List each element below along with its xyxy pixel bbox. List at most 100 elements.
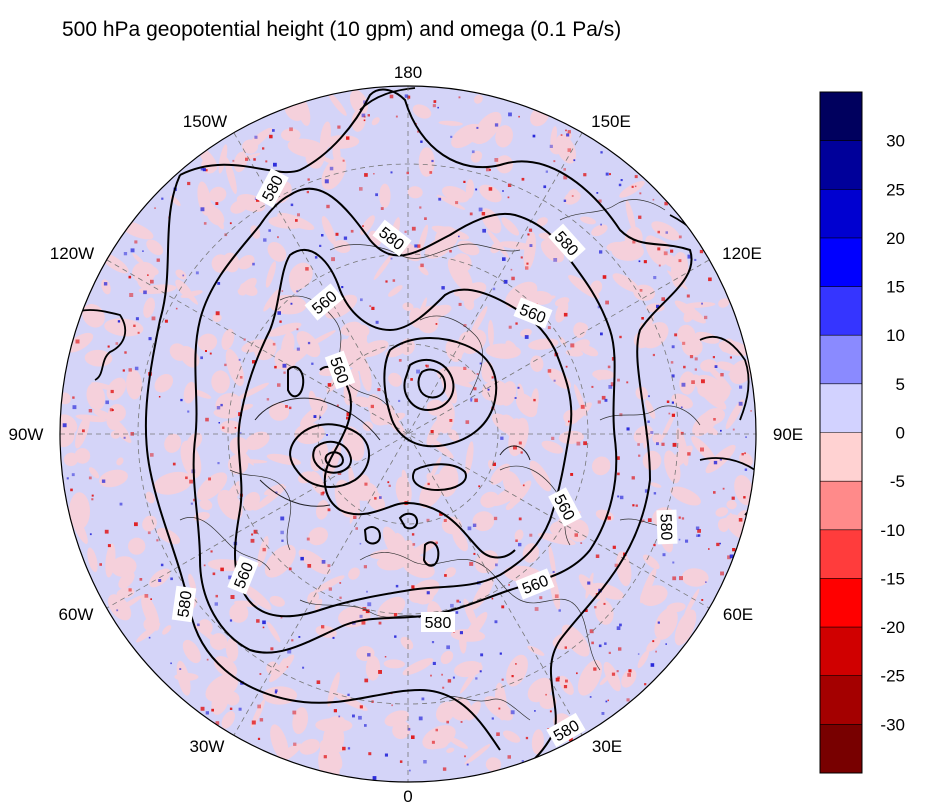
- omega-speckle: [327, 564, 331, 568]
- pink-patch: [162, 625, 172, 635]
- pink-patch: [66, 332, 94, 353]
- pink-patch: [596, 372, 604, 381]
- pink-patch: [464, 743, 491, 765]
- omega-speckle: [486, 167, 490, 172]
- omega-speckle: [600, 223, 602, 226]
- omega-speckle: [478, 485, 481, 488]
- colorbar-tick-label: 0: [896, 424, 905, 443]
- omega-speckle: [205, 169, 208, 172]
- omega-speckle: [134, 522, 138, 527]
- pink-patch: [197, 181, 211, 216]
- omega-speckle: [353, 515, 357, 519]
- omega-speckle: [665, 231, 668, 234]
- omega-speckle: [463, 324, 467, 327]
- omega-speckle: [341, 286, 344, 289]
- omega-speckle: [507, 196, 510, 199]
- omega-speckle: [104, 529, 109, 534]
- omega-speckle: [739, 385, 743, 389]
- omega-speckle: [492, 462, 496, 466]
- omega-speckle: [363, 100, 367, 104]
- pink-patch: [175, 269, 187, 280]
- omega-speckle: [480, 653, 484, 657]
- colorbar-tick-label: -25: [880, 667, 905, 686]
- omega-speckle: [481, 212, 486, 216]
- pink-patch: [333, 692, 368, 711]
- pink-patch: [536, 217, 548, 227]
- omega-speckle: [363, 565, 367, 569]
- omega-speckle: [384, 656, 387, 658]
- omega-speckle: [327, 383, 332, 387]
- omega-speckle: [75, 339, 80, 344]
- omega-speckle: [738, 518, 743, 522]
- omega-speckle: [499, 652, 502, 655]
- omega-speckle: [277, 236, 279, 239]
- omega-speckle: [414, 244, 418, 248]
- pink-patch: [637, 650, 650, 669]
- omega-speckle: [604, 642, 607, 645]
- pink-patch: [591, 582, 625, 600]
- pink-patch: [737, 510, 748, 520]
- omega-speckle: [627, 673, 631, 677]
- omega-speckle: [648, 395, 650, 398]
- omega-speckle: [681, 517, 685, 520]
- omega-speckle: [604, 398, 608, 402]
- pink-patch: [86, 382, 106, 411]
- pink-patch: [197, 333, 218, 352]
- pink-patch: [479, 184, 502, 203]
- pink-patch: [612, 273, 640, 293]
- pink-patch: [499, 241, 533, 250]
- lon-label-30e: 30E: [592, 737, 622, 756]
- omega-speckle: [409, 769, 411, 772]
- pink-patch: [621, 669, 637, 688]
- pink-patch: [474, 550, 499, 574]
- omega-speckle: [251, 720, 256, 725]
- pink-patch: [225, 638, 239, 662]
- omega-speckle: [281, 539, 284, 542]
- omega-speckle: [634, 175, 638, 179]
- pink-patch: [106, 410, 120, 430]
- omega-speckle: [720, 571, 724, 576]
- omega-speckle: [637, 443, 640, 446]
- omega-speckle: [331, 257, 335, 262]
- omega-speckle: [441, 286, 445, 290]
- omega-speckle: [466, 763, 469, 766]
- omega-speckle: [292, 710, 297, 715]
- pink-patch: [377, 596, 406, 621]
- omega-speckle: [713, 491, 716, 494]
- omega-speckle: [626, 698, 630, 702]
- omega-speckle: [150, 598, 152, 600]
- pink-patch: [99, 469, 128, 488]
- colorbar-tick-label: 25: [886, 180, 905, 199]
- omega-speckle: [670, 361, 674, 364]
- omega-speckle: [678, 235, 682, 239]
- lon-label-150e: 150E: [591, 112, 631, 131]
- omega-speckle: [682, 341, 686, 345]
- pink-patch: [681, 336, 703, 357]
- omega-speckle: [479, 362, 482, 365]
- omega-speckle: [598, 199, 602, 203]
- omega-speckle: [609, 173, 611, 176]
- omega-speckle: [679, 576, 683, 581]
- omega-speckle: [612, 545, 616, 549]
- omega-speckle: [359, 542, 362, 545]
- omega-speckle: [596, 192, 599, 194]
- omega-speckle: [522, 484, 525, 487]
- omega-speckle: [234, 427, 237, 429]
- contour-low-1b: [417, 368, 447, 399]
- omega-speckle: [222, 426, 225, 429]
- omega-speckle: [534, 710, 536, 712]
- pink-patch: [383, 659, 405, 669]
- pink-patch: [611, 240, 644, 261]
- omega-speckle: [644, 683, 647, 686]
- pink-patch: [373, 253, 394, 281]
- omega-speckle: [744, 452, 746, 455]
- omega-speckle: [256, 619, 260, 623]
- omega-speckle: [580, 542, 583, 544]
- pink-patch: [183, 381, 197, 404]
- contour-small-2: [398, 512, 419, 530]
- omega-speckle: [273, 162, 277, 167]
- pink-patch: [70, 511, 88, 544]
- contour-label: 580: [425, 615, 452, 632]
- pink-patch: [520, 328, 532, 338]
- omega-speckle: [496, 732, 500, 736]
